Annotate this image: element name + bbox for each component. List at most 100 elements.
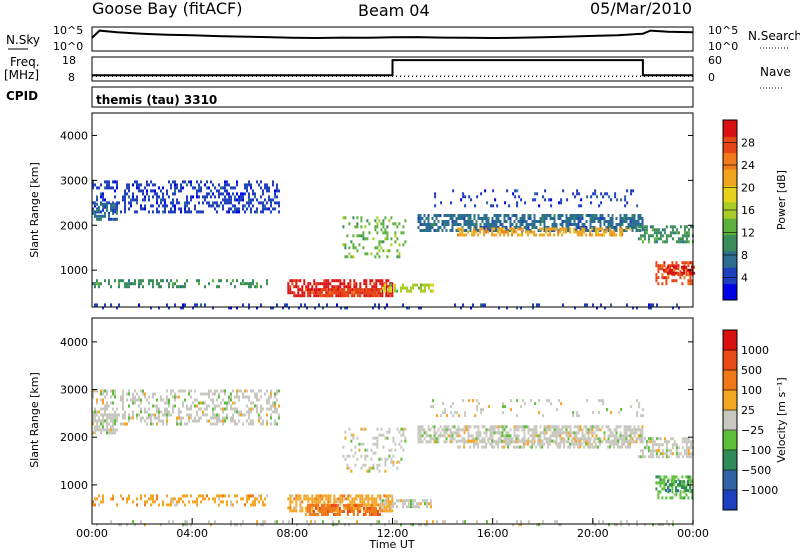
power-cell-1539 [573, 227, 576, 231]
power-cell-520 [180, 285, 182, 289]
power-cell-335 [244, 204, 246, 208]
power-cell-136 [158, 186, 160, 190]
velocity-cell-1472 [587, 434, 590, 438]
velocity-cell-1190 [447, 428, 450, 432]
power-cell-1916 [306, 306, 308, 310]
velocity-cell-192 [174, 404, 176, 408]
velocity-cell-1298 [503, 425, 506, 429]
velocity-cell-269 [208, 419, 210, 423]
velocity-cell-1147 [423, 437, 426, 441]
power-cell-1764 [655, 264, 658, 268]
power-cell-1177 [507, 217, 510, 220]
power-cell-822 [356, 291, 359, 295]
power-cell-1406 [625, 220, 628, 223]
power-cell-206 [188, 207, 190, 211]
power-cell-327 [242, 192, 244, 196]
velocity-cell-9 [96, 389, 98, 393]
power-cell-1913 [298, 306, 300, 310]
velocity-cell-1306 [505, 437, 508, 441]
power-cell-1322 [581, 223, 584, 226]
velocity-cell-1089 [384, 436, 387, 440]
velocity-cell-335 [232, 401, 234, 405]
velocity-cell-383 [250, 410, 252, 414]
power-cell-953 [380, 228, 383, 232]
velocity-cell-370 [246, 404, 248, 408]
power-cell-963 [384, 228, 387, 232]
power-cell-1422 [633, 214, 636, 217]
velocity-cell-963 [374, 510, 377, 513]
power-cell-16 [100, 183, 102, 187]
velocity-cell-1271 [491, 428, 494, 432]
power-cell-1026 [431, 223, 434, 226]
velocity-cell-729 [329, 494, 332, 498]
velocity-cell-663 [295, 506, 298, 510]
velocity-cell-1700 [593, 445, 596, 449]
velocity-cell-2030 [96, 523, 98, 527]
power-cell-336 [244, 210, 246, 214]
velocity-cell-110 [140, 410, 142, 414]
power-cell-466 [98, 282, 100, 286]
power-cell-334 [244, 192, 246, 196]
velocity-cell-266 [208, 392, 210, 396]
velocity-cell-1101 [390, 448, 393, 452]
power-cell-181 [176, 198, 178, 202]
power-cell-204 [188, 180, 190, 184]
power-cell-43 [112, 186, 114, 190]
velocity-cell-949 [364, 513, 367, 516]
velocity-cell-789 [359, 500, 362, 504]
velocity-cell-1323 [515, 428, 518, 432]
power-cell-434 [102, 214, 104, 218]
cpid-panel-frame [91, 86, 694, 108]
velocity-cell-362 [242, 395, 244, 399]
velocity-cell-1781 [548, 399, 551, 403]
power-cell-1006 [421, 223, 424, 226]
power-cell-1502 [521, 233, 524, 237]
velocity-cell-1202 [453, 425, 456, 429]
velocity-cell-1817 [641, 449, 644, 453]
power-cell-27 [104, 186, 106, 190]
velocity-cell-490 [106, 425, 108, 429]
velocity-cell-1979 [681, 496, 684, 500]
power-cell-428 [98, 217, 100, 221]
velocity-cell-111 [140, 416, 142, 420]
power-cell-1452 [463, 233, 466, 237]
power-cell-419 [94, 211, 96, 215]
power-cell-443 [108, 214, 110, 218]
power-cell-35 [108, 180, 110, 184]
power-cell-81 [132, 183, 134, 187]
power-cell-540 [240, 282, 242, 286]
power-cell-1910 [284, 303, 286, 307]
power-cell-1114 [477, 214, 480, 217]
velocity-cell-1067 [372, 451, 375, 455]
power-cell-403 [274, 192, 276, 196]
power-cell-1777 [661, 273, 664, 277]
velocity-cell-117 [144, 395, 146, 399]
velocity-cell-918 [340, 510, 343, 513]
power-cell-1949 [532, 306, 534, 310]
power-cell-581 [299, 279, 302, 283]
velocity-cell-1787 [572, 414, 575, 418]
power-cell-1633 [560, 198, 563, 202]
velocity-cell-430 [270, 404, 272, 408]
power-cell-170 [172, 210, 174, 214]
velocity-cell-1328 [517, 428, 520, 432]
velocity-cell-1105 [392, 439, 395, 443]
power-cell-479 [124, 282, 126, 286]
power-cell-23 [102, 198, 104, 202]
velocity-cell-1114 [398, 430, 401, 434]
power-cell-72 [128, 183, 130, 187]
velocity-cell-721 [325, 503, 328, 507]
power-cell-633 [327, 285, 330, 289]
velocity-cell-1193 [449, 431, 452, 435]
velocity-cell-1012 [424, 502, 426, 506]
power-cell-860 [400, 286, 402, 290]
power-cell-1579 [619, 230, 622, 234]
velocity-cell-848 [387, 497, 390, 501]
power-cell-1568 [605, 227, 608, 231]
power-cell-557 [287, 282, 290, 286]
velocity-cell-1084 [380, 427, 383, 431]
power-cell-1715 [661, 240, 664, 244]
velocity-cell-1727 [627, 439, 630, 443]
power-cell-1288 [567, 217, 570, 220]
velocity-cell-2120 [594, 523, 596, 527]
